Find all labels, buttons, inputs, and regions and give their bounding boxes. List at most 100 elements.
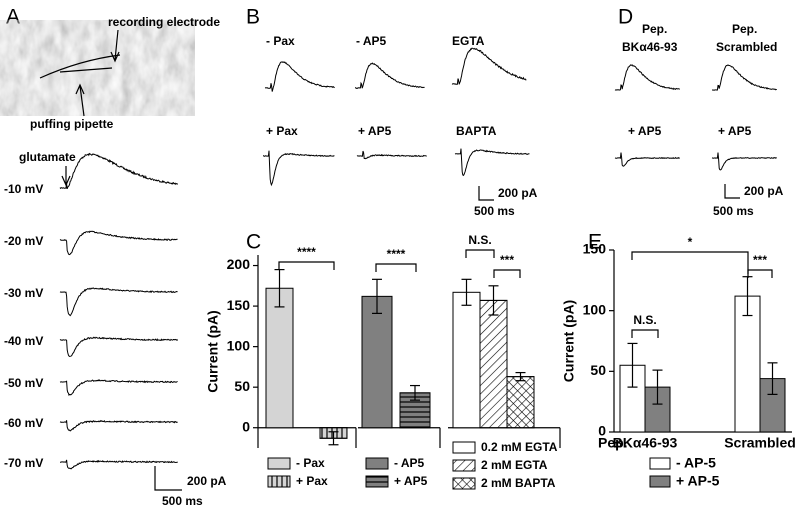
x-tick-label: BKα46-93: [613, 435, 678, 451]
bar: [265, 287, 294, 429]
annotation: glutamate: [19, 150, 76, 164]
bar: [361, 295, 393, 429]
bar: [452, 291, 481, 429]
y-tick-label: 0: [598, 423, 606, 439]
scale-label: 500 ms: [474, 204, 515, 218]
trace: [59, 419, 178, 432]
y-tick-label: 200: [227, 256, 251, 272]
condition-label: BAPTA: [456, 124, 497, 138]
trace: [614, 152, 680, 167]
arrow: [110, 29, 120, 63]
voltage-label: -70 mV: [4, 456, 43, 470]
legend-label: 0.2 mM EGTA: [481, 440, 558, 454]
annotation: puffing pipette: [30, 117, 114, 131]
condition-label: Pep.: [732, 22, 757, 36]
arrow: [61, 166, 71, 187]
x-tick-label: Scrambled: [724, 435, 796, 451]
legend-label: - AP5: [394, 456, 425, 470]
significance-label: ****: [297, 245, 316, 259]
legend-hatch: [267, 475, 291, 488]
legend-swatch: [267, 457, 291, 470]
significance-bracket: [631, 251, 749, 274]
panel-label: E: [588, 231, 602, 254]
legend-label: + Pax: [296, 474, 328, 488]
legend-swatch: [365, 457, 389, 470]
pipette-outline: [39, 54, 121, 79]
legend-label: 2 mM EGTA: [481, 458, 548, 472]
trace: [712, 64, 777, 91]
legend-swatch: [649, 475, 671, 488]
significance-bracket: [278, 261, 335, 270]
condition-label: + AP5: [718, 124, 752, 138]
scale-label: 500 ms: [713, 204, 754, 218]
voltage-label: -30 mV: [4, 286, 43, 300]
trace: [355, 62, 425, 89]
legend-label: 2 mM BAPTA: [481, 476, 556, 490]
trace: [60, 459, 178, 470]
scale-label: 200 pA: [498, 186, 538, 200]
arrow: [75, 83, 85, 117]
voltage-label: -10 mV: [4, 182, 43, 196]
legend-label: - Pax: [296, 456, 325, 470]
significance-bracket: [747, 269, 773, 278]
significance-bracket: [493, 269, 521, 278]
trace: [454, 148, 530, 177]
scale-bar: [724, 184, 740, 199]
condition-label: - AP5: [356, 34, 387, 48]
significance-bracket: [631, 329, 659, 338]
bar-hatch: [479, 299, 508, 429]
significance-bracket: [465, 249, 495, 258]
bar-hatch: [506, 376, 535, 429]
legend-hatch: [365, 475, 389, 488]
trace: [59, 379, 178, 397]
condition-label: EGTA: [452, 34, 485, 48]
trace: [59, 152, 178, 190]
significance-label: *: [688, 235, 693, 249]
y-axis-label: Current (pA): [205, 310, 221, 392]
significance-label: N.S.: [633, 313, 656, 327]
trace: [614, 64, 680, 91]
legend-swatch: [649, 457, 671, 470]
trace: [263, 150, 335, 187]
trace: [451, 47, 527, 85]
scale-bar: [154, 466, 182, 491]
scale-label: 200 pA: [187, 474, 227, 488]
condition-label: - Pax: [266, 34, 295, 48]
significance-bracket: [375, 263, 417, 272]
condition-label: + AP5: [628, 124, 662, 138]
trace: [59, 287, 178, 317]
panel-label: B: [246, 6, 260, 29]
condition-label: Scrambled: [716, 40, 777, 54]
significance-label: N.S.: [468, 233, 491, 247]
trace: [59, 230, 178, 256]
legend-label: + AP-5: [676, 473, 720, 489]
legend-hatch: [452, 477, 476, 490]
trace: [711, 152, 777, 171]
voltage-label: -20 mV: [4, 234, 43, 248]
trace: [264, 61, 335, 92]
significance-label: ***: [753, 253, 767, 267]
legend-hatch: [452, 459, 476, 472]
panel-label: D: [618, 6, 633, 29]
legend-label: - AP-5: [676, 455, 716, 471]
voltage-label: -40 mV: [4, 334, 43, 348]
panel-label: C: [246, 231, 261, 254]
significance-label: ****: [387, 247, 406, 261]
condition-label: BKα46-93: [622, 40, 678, 54]
y-tick-label: 150: [227, 297, 251, 313]
y-axis-label: Current (pA): [561, 300, 577, 382]
voltage-label: -60 mV: [4, 416, 43, 430]
scale-label: 500 ms: [162, 494, 203, 508]
legend-label: + AP5: [394, 474, 428, 488]
y-tick-label: 50: [234, 378, 250, 394]
condition-label: + AP5: [358, 124, 392, 138]
y-tick-label: 100: [583, 301, 607, 317]
annotation: recording electrode: [108, 15, 220, 29]
scale-label: 200 pA: [744, 184, 784, 198]
voltage-label: -50 mV: [4, 376, 43, 390]
scale-bar: [478, 186, 494, 201]
y-tick-label: 0: [242, 418, 250, 434]
micrograph: [8, 28, 178, 108]
